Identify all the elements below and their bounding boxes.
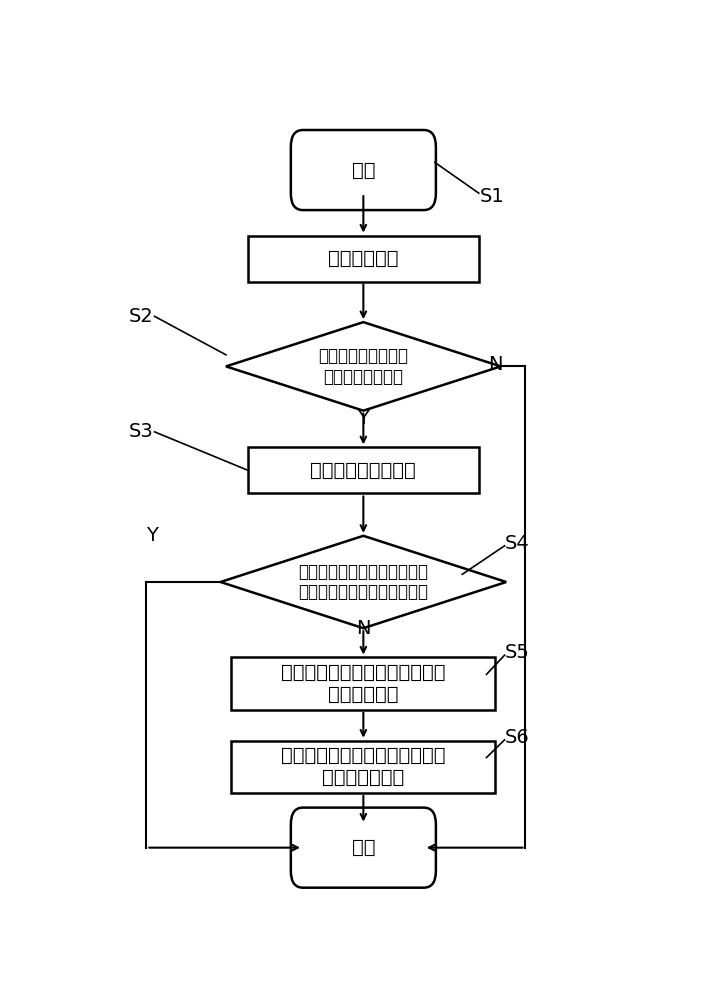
Polygon shape: [220, 536, 506, 628]
Polygon shape: [226, 322, 501, 411]
Text: 开始: 开始: [352, 161, 375, 180]
Text: S4: S4: [505, 534, 530, 553]
Text: N: N: [356, 619, 371, 638]
Text: 根据所述距离，按照预设规则对
应调整闹钟设定: 根据所述距离，按照预设规则对 应调整闹钟设定: [281, 746, 446, 787]
Text: 监测当前时间: 监测当前时间: [328, 249, 398, 268]
Text: N: N: [488, 355, 503, 374]
Text: S3: S3: [128, 422, 153, 441]
Bar: [231, 657, 495, 710]
Text: 判断所述当前位置是否与所述
预设时间对应的预设位置一致: 判断所述当前位置是否与所述 预设时间对应的预设位置一致: [298, 563, 428, 601]
Text: S1: S1: [480, 188, 505, 207]
Text: 获取用户的当前位置: 获取用户的当前位置: [311, 461, 416, 480]
Bar: [231, 741, 495, 793]
Text: S2: S2: [128, 307, 153, 326]
Text: 判断所述当前时间是
否与预设时间一致: 判断所述当前时间是 否与预设时间一致: [318, 347, 408, 386]
Bar: [248, 236, 479, 282]
Bar: [248, 447, 479, 493]
FancyBboxPatch shape: [291, 130, 436, 210]
Text: S6: S6: [505, 728, 530, 747]
Text: Y: Y: [146, 526, 157, 545]
Text: S5: S5: [505, 643, 530, 662]
Text: 计算所述当前位置与所述预设位
置之间的距离: 计算所述当前位置与所述预设位 置之间的距离: [281, 663, 446, 704]
Text: 结束: 结束: [352, 838, 375, 857]
FancyBboxPatch shape: [291, 808, 436, 888]
Text: Y: Y: [357, 409, 369, 428]
